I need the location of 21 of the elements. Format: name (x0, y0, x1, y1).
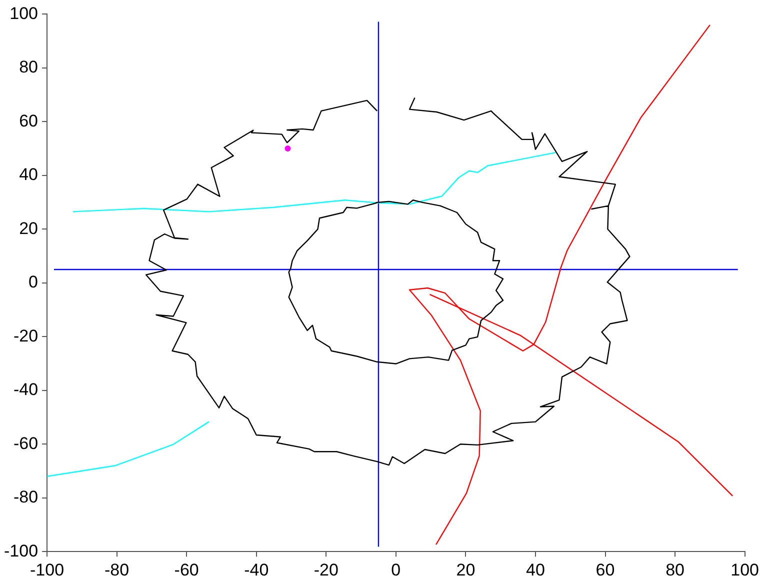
x-tick-label: 60 (596, 560, 615, 580)
x-tick-label: 20 (456, 560, 476, 580)
y-tick-label: 0 (28, 272, 38, 292)
y-tick-label: -100 (4, 541, 38, 560)
y-tick-label: 80 (19, 58, 38, 77)
x-tick-label: -20 (314, 560, 338, 580)
x-tick-label: 100 (730, 560, 760, 580)
x-tick-label: 40 (526, 560, 545, 580)
y-tick-label: 100 (10, 4, 38, 23)
y-tick-label: 40 (19, 165, 38, 184)
y-tick-label: -60 (13, 434, 38, 453)
y-tick-label: -20 (13, 326, 38, 346)
x-tick-label: -60 (174, 560, 199, 580)
x-tick-label: 0 (391, 560, 401, 580)
y-tick-label: -80 (13, 488, 38, 507)
y-tick-label: 20 (19, 218, 38, 238)
x-tick-label: 80 (666, 560, 684, 580)
y-tick-label: -40 (13, 380, 38, 400)
y-tick-label: 60 (19, 111, 38, 130)
x-tick-label: -40 (244, 560, 269, 580)
x-tick-label: -80 (104, 560, 130, 580)
